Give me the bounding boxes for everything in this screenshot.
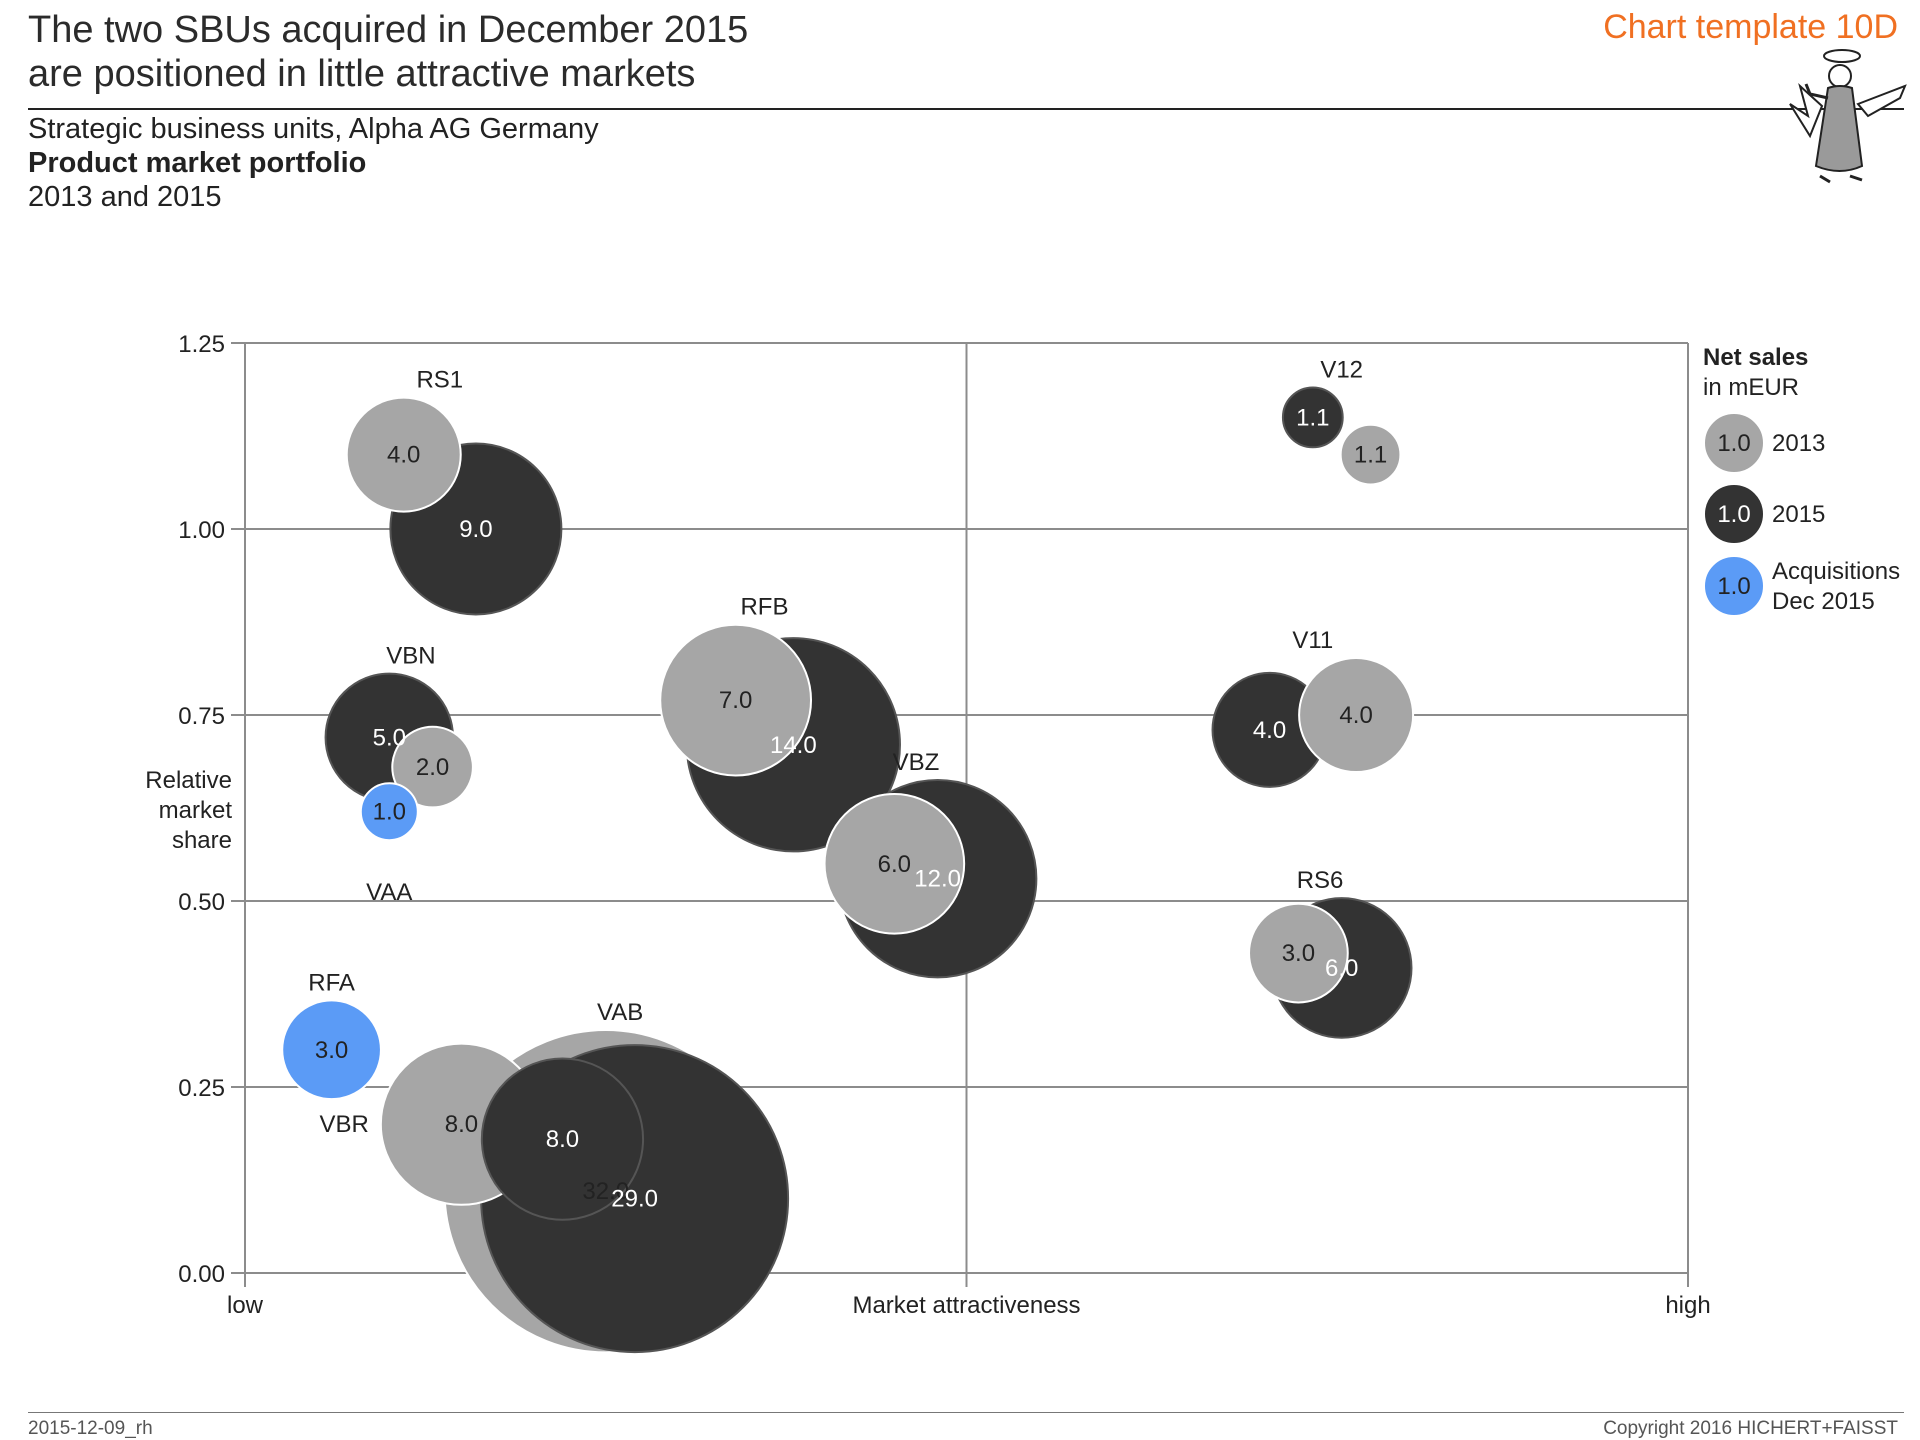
bubble-value-label: 1.1: [1354, 442, 1387, 469]
title-line-2: are positioned in little attractive mark…: [28, 53, 696, 95]
bubble-rs1-y2013: [345, 396, 462, 513]
subtitle-line-2: Product market portfolio: [28, 147, 367, 179]
bubble-vaa-acquisition: [359, 782, 419, 842]
subtitle: Strategic business units, Alpha AG Germa…: [28, 112, 599, 214]
title-rule: [28, 108, 1904, 110]
unit-label-vbr: VBR: [319, 1111, 368, 1138]
page-title: The two SBUs acquired in December 2015 a…: [28, 8, 748, 96]
bubble-vbz-y2013: [823, 792, 966, 935]
y-tick-label: 0.75: [178, 703, 225, 730]
y-axis-title-line: market: [159, 797, 233, 824]
unit-label-rfa: RFA: [308, 969, 355, 996]
bubble-rfa-acquisition: [281, 999, 382, 1101]
x-axis-low-label: low: [227, 1292, 264, 1319]
y-axis-title-line: Relative: [145, 767, 232, 794]
footer-date-code: 2015-12-09_rh: [28, 1418, 153, 1439]
subtitle-line-1: Strategic business units, Alpha AG Germa…: [28, 113, 599, 145]
unit-label-rfb: RFB: [740, 594, 788, 621]
title-line-1: The two SBUs acquired in December 2015: [28, 9, 749, 51]
legend-unit: in mEUR: [1703, 374, 1799, 401]
legend-title: Net sales: [1703, 344, 1808, 371]
bubble-value-label: 32.0: [582, 1178, 629, 1205]
y-axis-title-line: share: [172, 827, 232, 854]
footer-rule: [28, 1412, 1904, 1413]
bubble-value-label: 8.0: [445, 1111, 478, 1138]
unit-label-vab: VAB: [597, 999, 643, 1026]
y-tick-label: 1.25: [178, 331, 225, 358]
legend-swatch-y2013: [1703, 412, 1765, 474]
subtitle-line-3: 2013 and 2015: [28, 181, 222, 213]
bubble-v12-y2015: [1281, 386, 1344, 449]
bubble-value-label: 8.0: [546, 1126, 579, 1153]
bubble-v12-y2013: [1339, 423, 1402, 486]
legend-label: 2015: [1772, 501, 1825, 528]
unit-label-vaa: VAA: [366, 879, 412, 906]
bubble-value-label: 6.0: [1325, 955, 1358, 982]
bubble-value-label: 3.0: [315, 1037, 348, 1064]
bubble-value-label: 9.0: [459, 516, 492, 543]
angel-mascot-icon: [1789, 49, 1907, 184]
bubble-value-label: 1.1: [1296, 404, 1329, 431]
bubble-value-label: 2.0: [416, 754, 449, 781]
legend-swatch-acquisition: [1703, 555, 1765, 617]
unit-label-vbz: VBZ: [893, 749, 940, 776]
bubble-value-label: 1.0: [373, 799, 406, 826]
legend-label: Dec 2015: [1772, 588, 1875, 615]
bubble-value-label: 7.0: [719, 687, 752, 714]
bubble-v11-y2013: [1298, 657, 1415, 773]
legend-swatch-y2015: [1703, 483, 1765, 545]
bubble-value-label: 29.0: [611, 1186, 658, 1213]
bubble-value-label: 6.0: [878, 851, 911, 878]
legend-swatch-value: 1.0: [1717, 573, 1750, 600]
y-tick-label: 0.50: [178, 889, 225, 916]
legend-swatch-value: 1.0: [1717, 501, 1750, 528]
legend-label: 2013: [1772, 430, 1825, 457]
legend-swatch-value: 1.0: [1717, 430, 1750, 457]
bubble-vbr-y2015: [480, 1057, 645, 1221]
bubble-value-label: 4.0: [387, 442, 420, 469]
unit-label-vbn: VBN: [386, 643, 435, 670]
bubble-value-label: 14.0: [770, 732, 817, 759]
bubble-value-label: 4.0: [1339, 702, 1372, 729]
bubble-rfb-y2013: [659, 623, 813, 777]
bubble-value-label: 3.0: [1282, 940, 1315, 967]
x-axis-high-label: high: [1665, 1292, 1710, 1319]
footer-copyright: Copyright 2016 HICHERT+FAISST: [1603, 1418, 1898, 1439]
bubble-value-label: 4.0: [1253, 717, 1286, 744]
legend-label: Acquisitions: [1772, 558, 1900, 585]
template-label: Chart template 10D: [1603, 8, 1898, 46]
unit-label-rs6: RS6: [1297, 867, 1344, 894]
unit-label-v12: V12: [1320, 357, 1363, 384]
bubble-value-label: 12.0: [914, 866, 961, 893]
bubble-rs6-y2013: [1248, 902, 1349, 1004]
unit-label-rs1: RS1: [416, 367, 463, 394]
unit-label-v11: V11: [1292, 627, 1333, 654]
y-tick-label: 1.00: [178, 517, 225, 544]
y-tick-label: 0.00: [178, 1261, 225, 1288]
x-axis-title: Market attractiveness: [852, 1292, 1080, 1319]
bubble-value-label: 5.0: [373, 724, 406, 751]
bubble-vbn-y2013: [391, 725, 474, 809]
y-tick-label: 0.25: [178, 1075, 225, 1102]
